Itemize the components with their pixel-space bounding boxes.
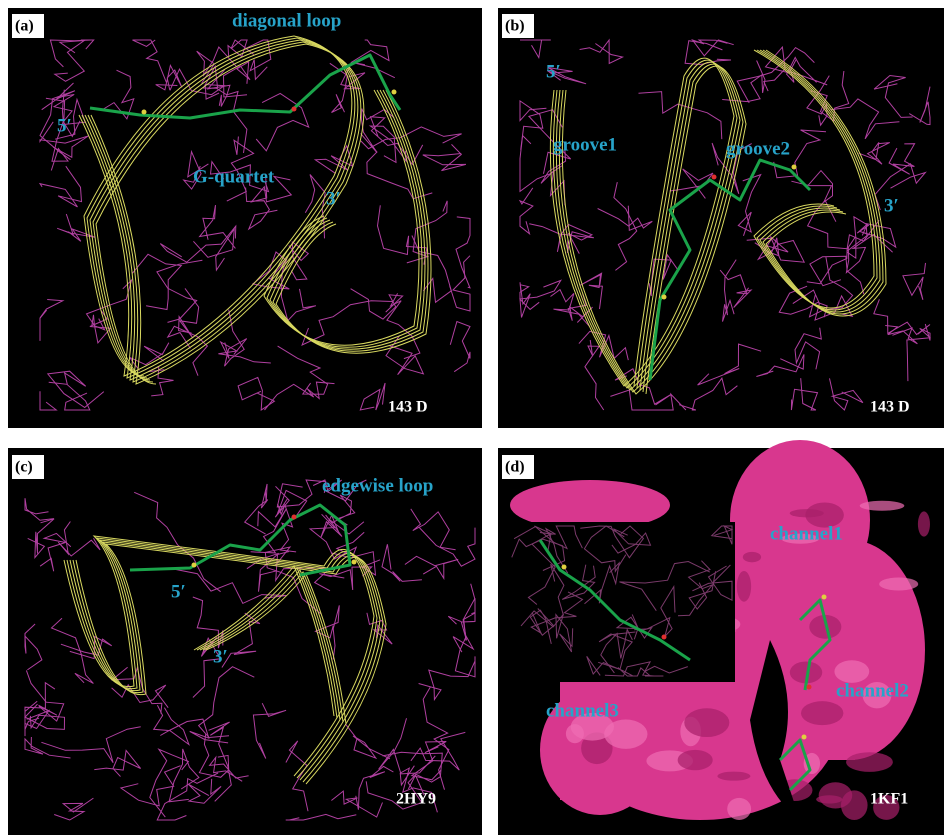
annotation: channel3 — [546, 700, 619, 721]
atom — [392, 90, 397, 95]
atom — [662, 295, 667, 300]
surface-highlight — [678, 750, 713, 770]
figure: (a) diagonal loop 5′ G-quartet 3′ 143 D … — [0, 0, 948, 839]
surface-highlight — [743, 552, 761, 562]
surface-highlight — [846, 752, 893, 772]
structure-id: 1KF1 — [870, 791, 908, 808]
surface-highlight — [860, 501, 905, 511]
annotation: groove1 — [553, 134, 617, 155]
atom — [792, 165, 797, 170]
atom — [192, 563, 197, 568]
annotation: G-quartet — [193, 166, 275, 187]
atom — [712, 175, 717, 180]
annotation: 5′ — [171, 581, 186, 602]
atom — [807, 685, 812, 690]
panel-label: (d) — [505, 459, 525, 476]
atom — [142, 110, 147, 115]
atom — [292, 515, 297, 520]
annotation: channel1 — [770, 523, 843, 544]
panel-a-bg — [8, 8, 482, 428]
annotation: 3′ — [326, 188, 341, 209]
panel-label: (a) — [15, 18, 34, 35]
annotation: 3′ — [213, 646, 228, 667]
surface-highlight — [727, 798, 751, 820]
structure-id: 143 D — [388, 399, 428, 416]
structure-id: 2HY9 — [396, 791, 436, 808]
surface-highlight — [737, 571, 751, 602]
atom — [662, 635, 667, 640]
annotation: 3′ — [884, 195, 899, 216]
surface-highlight — [841, 790, 868, 820]
surface-highlight — [790, 509, 824, 517]
surface-highlight — [717, 772, 750, 781]
atom — [802, 735, 807, 740]
annotation: diagonal loop — [232, 10, 341, 31]
surface-highlight — [816, 795, 842, 803]
annotation: 5′ — [546, 61, 561, 82]
annotation: channel2 — [836, 680, 909, 701]
surface-highlight — [879, 578, 918, 591]
surface-highlight — [918, 511, 930, 536]
atom — [562, 565, 567, 570]
surface-highlight — [801, 701, 843, 725]
atom — [352, 560, 357, 565]
annotation: groove2 — [726, 138, 790, 159]
surface-highlight — [604, 719, 647, 748]
panel-c-bg — [8, 448, 482, 835]
surface-highlight — [684, 708, 729, 737]
atom — [292, 107, 297, 112]
atom — [822, 595, 827, 600]
panel-label: (b) — [505, 18, 525, 35]
structure-id: 143 D — [870, 399, 910, 416]
panel-label: (c) — [15, 459, 33, 476]
annotation: 5′ — [57, 115, 72, 136]
annotation: edgewise loop — [322, 475, 433, 496]
